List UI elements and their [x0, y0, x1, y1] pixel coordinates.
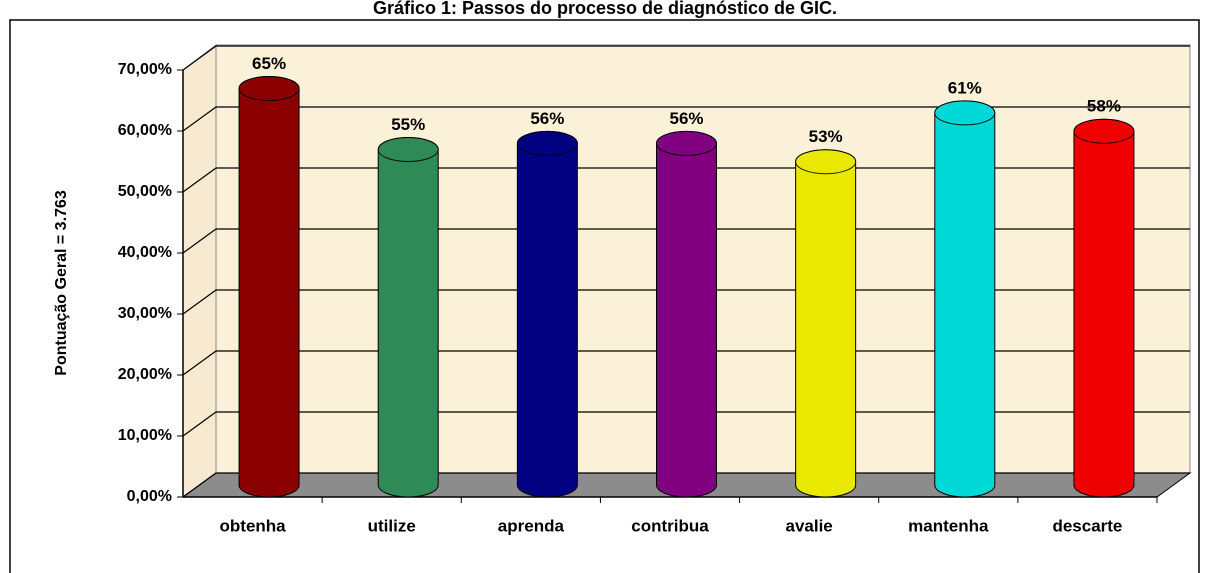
grid-line [182, 45, 1190, 71]
y-tick-label: 10,00% [118, 427, 172, 444]
x-tick-label: obtenha [220, 516, 287, 535]
value-label: 56% [669, 109, 703, 128]
grid-line [182, 472, 1190, 498]
bar [656, 130, 717, 498]
grid-line [182, 167, 1190, 193]
y-tick-label: 50,00% [118, 183, 172, 200]
grid-line [182, 350, 1190, 376]
y-tick-label: 30,00% [118, 305, 172, 322]
bar-top [238, 76, 300, 101]
grid-line [182, 411, 1190, 437]
bar-top [934, 100, 996, 126]
bar-top [377, 137, 439, 162]
bar-top [795, 149, 857, 175]
x-tick-label: mantenha [908, 516, 989, 535]
bar-top [1073, 118, 1135, 144]
y-tick-label: 70,00% [118, 61, 172, 78]
grid-line [182, 228, 1190, 254]
grid-line [182, 289, 1190, 315]
grid-line [182, 106, 1190, 132]
bar [1073, 118, 1135, 498]
bar [238, 76, 300, 498]
y-tick-label: 40,00% [118, 244, 172, 261]
bar [516, 130, 578, 498]
value-label: 58% [1087, 97, 1121, 116]
x-tick-label: contribua [631, 516, 709, 535]
bar [795, 149, 857, 498]
y-axis-label: Pontuação Geral = 3.763 [53, 190, 70, 376]
chart-title: Gráfico 1: Passos do processo de diagnós… [373, 0, 837, 18]
value-label: 56% [530, 109, 564, 128]
x-tick-label: aprenda [498, 516, 565, 535]
x-tick-label: avalie [786, 516, 833, 535]
x-tick-label: descarte [1052, 516, 1122, 535]
bar [377, 137, 439, 498]
value-label: 61% [948, 78, 982, 97]
y-tick-label: 20,00% [118, 366, 172, 383]
value-label: 65% [252, 54, 286, 73]
bar-top [516, 130, 578, 156]
x-tick-label: utilize [368, 516, 416, 535]
y-tick-label: 60,00% [118, 122, 172, 139]
side-wall [182, 43, 217, 498]
value-label: 55% [391, 115, 425, 134]
y-tick-label: 0,00% [127, 488, 172, 505]
bar-top [656, 130, 717, 156]
bar [934, 100, 996, 498]
value-label: 53% [809, 127, 843, 146]
